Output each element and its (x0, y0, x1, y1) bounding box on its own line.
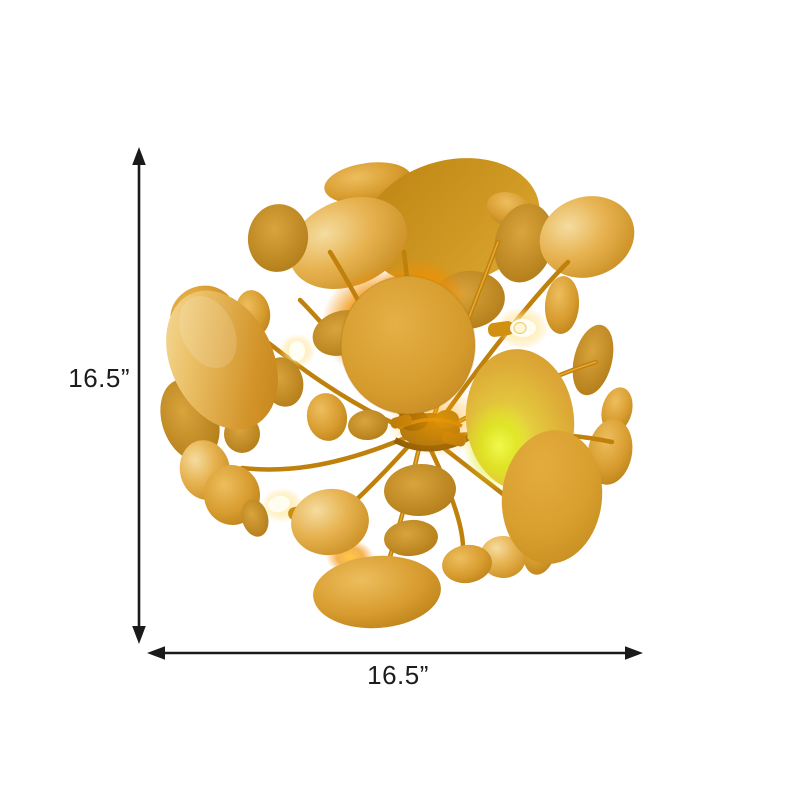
height-dimension-arrow (132, 147, 146, 644)
height-dimension-label: 16.5” (68, 363, 130, 393)
width-dimension-arrow (147, 646, 643, 660)
bulb-glass (289, 341, 305, 361)
bulb-glass (268, 495, 290, 513)
bulb-socket (487, 321, 515, 337)
width-dimension-label: 16.5” (367, 660, 429, 690)
front-discs (166, 275, 603, 629)
